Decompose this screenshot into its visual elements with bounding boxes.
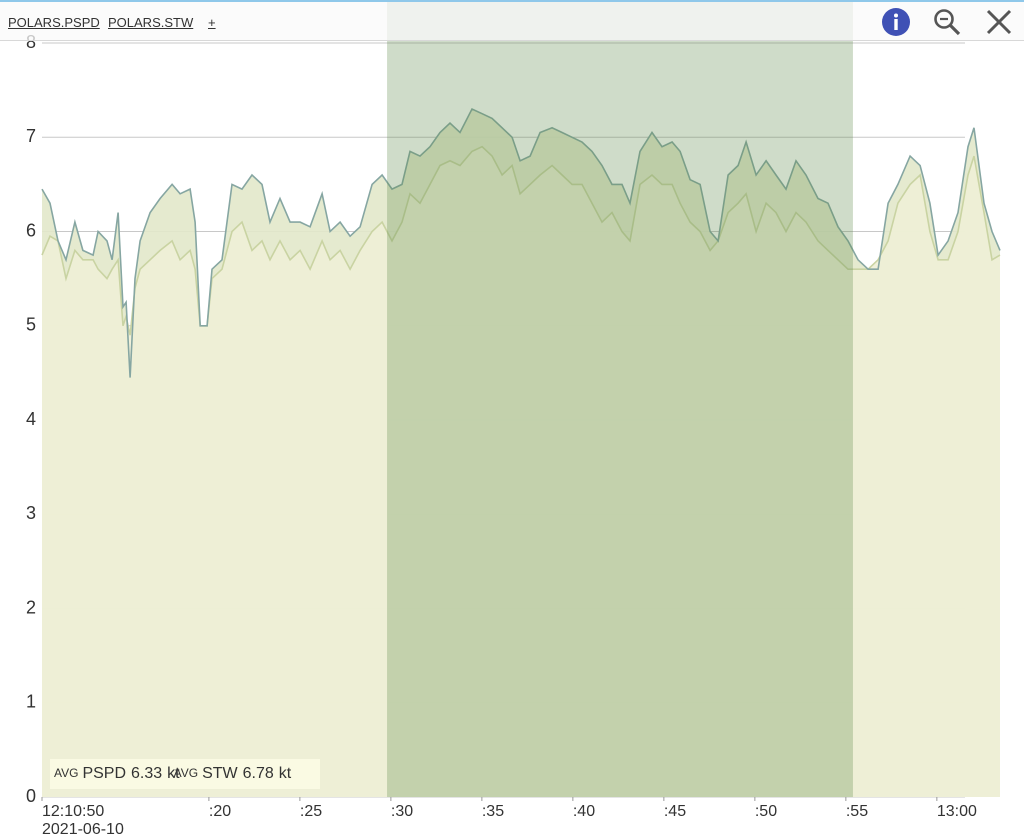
x-tick-label: :40 (573, 803, 595, 820)
y-tick-label: 8 (26, 32, 36, 52)
legend-avg: 6.78 (243, 765, 274, 782)
legend-item: AVG PSPD 6.33 kt (54, 765, 180, 782)
legend-box (50, 759, 320, 789)
y-tick-label: 0 (26, 786, 36, 806)
zoom-button[interactable] (932, 7, 962, 37)
x-date-label: 2021-06-10 (42, 821, 124, 838)
y-tick-label: 2 (26, 597, 36, 617)
legend-name: STW (202, 765, 238, 782)
legend-unit: kt (279, 765, 292, 782)
series-line (41, 145, 1001, 336)
x-tick-label: 13:00 (937, 803, 977, 820)
y-tick-label: 4 (26, 409, 36, 429)
legend-prefix: AVG (174, 766, 198, 780)
info-button[interactable] (881, 7, 911, 37)
legend-item: AVG STW 6.78 kt (174, 765, 292, 782)
x-tick-label: :25 (300, 803, 322, 820)
tab[interactable]: POLARS.STW (108, 15, 194, 30)
x-tick-label: :50 (755, 803, 777, 820)
x-tick-label: :30 (391, 803, 413, 820)
x-tick-label: :20 (209, 803, 231, 820)
legend-name: PSPD (82, 765, 126, 782)
x-tick-label: 12:10:50 (42, 803, 104, 820)
selection-range (387, 0, 853, 797)
y-tick-label: 5 (26, 315, 36, 335)
y-tick-label: 7 (26, 126, 36, 146)
y-tick-label: 6 (26, 220, 36, 240)
series-line (41, 107, 1001, 378)
add-tab[interactable]: + (208, 15, 216, 30)
legend-avg: 6.33 (131, 765, 162, 782)
x-tick-label: :55 (846, 803, 868, 820)
legend-unit: kt (167, 765, 180, 782)
y-tick-label: 3 (26, 503, 36, 523)
tab[interactable]: POLARS.PSPD (8, 15, 100, 30)
legend-prefix: AVG (54, 766, 78, 780)
x-tick-label: :45 (664, 803, 686, 820)
series-area (42, 146, 1000, 797)
close-button[interactable] (984, 7, 1014, 37)
toolbar: POLARS.PSPD POLARS.STW + (0, 0, 1024, 41)
x-tick-label: :35 (482, 803, 504, 820)
y-tick-label: 1 (26, 692, 36, 712)
